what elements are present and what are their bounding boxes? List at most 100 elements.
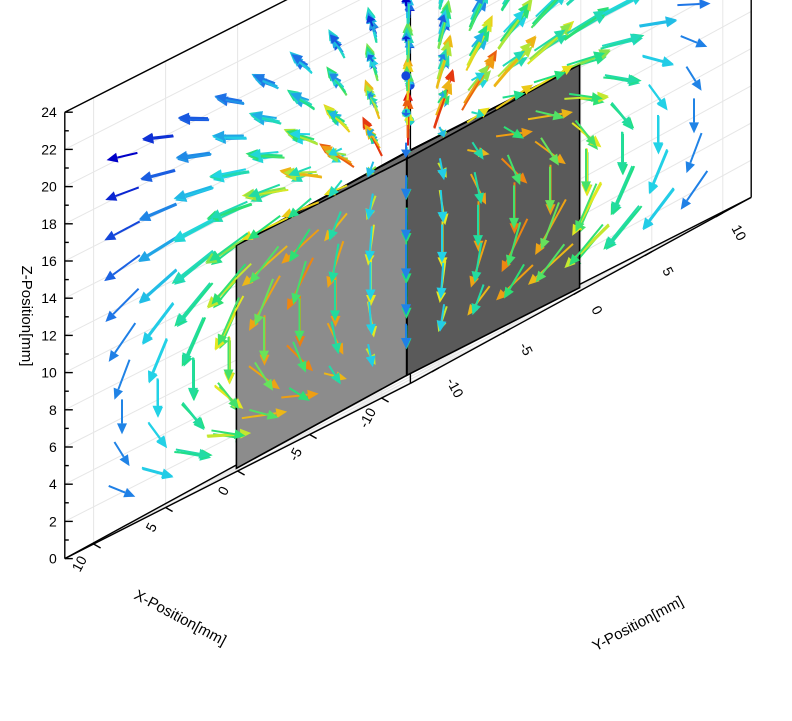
vector-arrow xyxy=(642,54,674,66)
vector-arrow xyxy=(367,90,374,101)
vector-arrow-shaft xyxy=(569,0,575,4)
vector-arrow-head xyxy=(635,0,639,3)
vector-arrow-head xyxy=(440,40,451,53)
vector-arrow xyxy=(680,35,708,48)
vector-arrow-shaft xyxy=(334,40,341,47)
vector-arrow-shaft xyxy=(217,203,253,218)
vector-arrow-head xyxy=(535,242,545,256)
vector-arrow-head xyxy=(517,3,529,16)
vector-arrow xyxy=(188,357,198,399)
vector-arrow-head xyxy=(401,26,412,39)
vector-arrow-head xyxy=(474,0,483,5)
vector-arrow-head xyxy=(104,230,117,241)
vector-arrow-shaft xyxy=(563,13,602,41)
vector-arrow-head xyxy=(138,291,151,303)
vector-arrow xyxy=(503,263,525,299)
vector-arrow-shaft xyxy=(335,152,347,156)
x-tick-label: 0 xyxy=(214,483,232,498)
vector-arrow-shaft xyxy=(600,0,633,18)
vector-arrow-head xyxy=(621,116,633,128)
vector-arrow-shaft xyxy=(299,59,309,66)
vector-arrow xyxy=(648,83,668,110)
vector-arrow-head xyxy=(259,350,269,362)
vector-arrow-shaft xyxy=(473,171,481,194)
vector-arrow-shaft xyxy=(181,249,214,277)
vector-arrow-head xyxy=(496,289,508,301)
vector-arrow-shaft xyxy=(368,301,372,325)
vector-arrow-head xyxy=(691,78,702,91)
vector-arrow-head xyxy=(175,312,187,325)
vector-arrow-head xyxy=(172,230,185,240)
vector-arrow-head xyxy=(366,54,375,62)
vector-arrow-head xyxy=(437,129,447,138)
vector-arrow xyxy=(401,71,411,81)
vector-arrow-head xyxy=(569,253,580,266)
vector-arrow-shaft xyxy=(152,134,174,139)
vector-arrow-head xyxy=(656,97,668,110)
vector-arrow-shaft xyxy=(286,344,306,365)
vector-arrow xyxy=(529,23,572,61)
vector-arrow-head xyxy=(275,408,288,419)
vector-arrow-head xyxy=(545,200,555,212)
vector-arrow xyxy=(471,141,484,160)
vector-arrow-head xyxy=(297,360,307,373)
vector-arrow-shaft xyxy=(335,115,346,123)
vector-arrow xyxy=(108,484,136,498)
vector-arrow xyxy=(471,31,485,48)
vector-arrow-head xyxy=(328,147,338,157)
vector-arrow-head xyxy=(147,370,158,383)
vector-arrow-shaft xyxy=(112,254,141,276)
vector-arrow-head xyxy=(254,313,264,326)
y-tick-label: 10 xyxy=(728,222,750,243)
vector-arrow xyxy=(566,51,606,67)
vector-arrow-shaft xyxy=(153,135,174,140)
vector-arrow-shaft xyxy=(181,402,198,421)
vector-arrow xyxy=(366,54,375,63)
vector-arrow-head xyxy=(401,304,412,316)
vector-arrow-head xyxy=(476,39,488,51)
vector-arrow-head xyxy=(137,250,150,261)
vector-arrow xyxy=(106,151,138,163)
vector-arrow xyxy=(105,287,140,322)
vector-arrow xyxy=(530,0,557,29)
vector-arrow xyxy=(113,359,131,400)
vector-arrow-head xyxy=(548,153,559,166)
vector-arrow-shaft xyxy=(332,243,340,273)
vector-arrow-head xyxy=(330,372,341,385)
vector-arrow-head xyxy=(152,405,163,417)
vector-arrow-shaft xyxy=(151,337,168,373)
z-tick-label: 20 xyxy=(41,179,57,195)
vector-arrow-shaft xyxy=(217,263,247,297)
vector-arrow-shaft xyxy=(188,117,210,121)
vector-arrow-shaft xyxy=(689,132,703,164)
vector-arrow-head xyxy=(516,172,528,184)
vector-arrow-shaft xyxy=(648,187,675,221)
vector-arrow-head xyxy=(295,336,305,348)
vector-arrow-head xyxy=(248,188,261,198)
vector-arrow-head xyxy=(156,435,167,448)
vector-arrow-shaft xyxy=(369,57,374,63)
vector-arrow-head xyxy=(642,217,654,230)
vector-arrow-head xyxy=(290,92,303,102)
vector-arrow-shaft xyxy=(578,183,598,223)
vector-arrow-head xyxy=(476,108,485,119)
vector-arrow-head xyxy=(473,235,483,247)
vector-arrow-shaft xyxy=(148,202,177,217)
vector-arrow-head xyxy=(442,34,453,47)
vector-arrow-head xyxy=(178,112,190,123)
vector-arrow-shaft xyxy=(300,96,310,102)
vector-arrow-shaft xyxy=(535,243,574,279)
vector-arrow xyxy=(249,408,279,420)
vector-arrow-head xyxy=(561,108,574,119)
vector-arrow-shaft xyxy=(147,301,174,336)
vector-arrow-head xyxy=(481,17,491,30)
vector-arrow xyxy=(175,282,211,325)
vector-arrow-head xyxy=(286,298,297,311)
vector-arrow-head xyxy=(591,92,603,103)
grid-line xyxy=(92,367,440,544)
vector-arrow-shaft xyxy=(503,264,534,294)
vector-arrow xyxy=(468,0,482,28)
vector-arrow-shaft xyxy=(182,282,211,317)
vector-arrow-head xyxy=(289,129,301,140)
vector-arrow xyxy=(140,168,176,181)
